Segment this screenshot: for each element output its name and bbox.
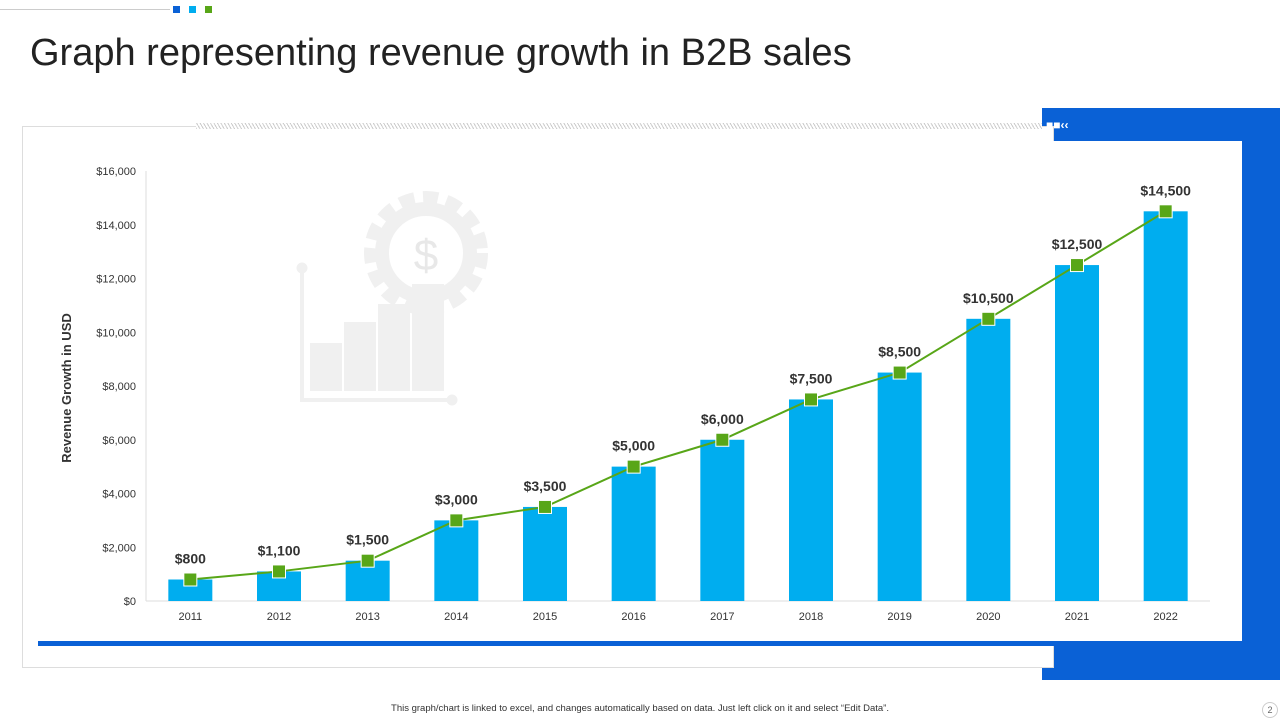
data-label: $8,500 <box>878 344 921 360</box>
y-tick-label: $0 <box>124 596 136 608</box>
data-label: $3,500 <box>524 478 567 494</box>
x-tick-label: 2012 <box>267 611 291 623</box>
y-tick-label: $10,000 <box>96 327 136 339</box>
x-tick-label: 2011 <box>179 611 203 623</box>
line-marker <box>183 572 198 587</box>
x-tick-label: 2015 <box>533 611 557 623</box>
trend-line <box>190 210 1167 581</box>
page-title: Graph representing revenue growth in B2B… <box>30 32 852 74</box>
line-marker <box>449 513 464 528</box>
bar <box>700 439 745 601</box>
watermark-icon: $ <box>296 191 488 406</box>
data-label: $800 <box>175 551 206 567</box>
data-label: $5,000 <box>612 438 655 454</box>
page-number: 2 <box>1262 702 1278 718</box>
bar <box>168 579 213 601</box>
bar <box>1143 211 1188 601</box>
data-label: $1,500 <box>346 532 389 548</box>
bar <box>966 318 1011 601</box>
top-rule <box>0 9 170 10</box>
bar <box>789 399 833 601</box>
x-tick-label: 2020 <box>976 611 1000 623</box>
line-marker <box>272 564 286 579</box>
line-marker <box>360 553 375 568</box>
x-tick-label: 2021 <box>1065 611 1089 623</box>
data-label: $7,500 <box>790 370 833 386</box>
line-marker <box>626 459 641 474</box>
deco-square-green <box>205 6 212 13</box>
bar <box>434 520 479 601</box>
chevron-deco: ■■‹‹ <box>1046 118 1069 132</box>
bar <box>877 372 922 601</box>
x-tick-label: 2014 <box>444 611 468 623</box>
deco-square-blue <box>173 6 180 13</box>
bar <box>611 466 656 601</box>
bar <box>1055 265 1099 601</box>
x-tick-label: 2022 <box>1153 611 1177 623</box>
y-tick-label: $2,000 <box>102 542 136 554</box>
line-marker <box>981 311 996 326</box>
line-marker <box>892 365 907 380</box>
svg-text:$: $ <box>414 231 438 280</box>
data-label: $3,000 <box>435 491 478 507</box>
y-tick-label: $12,000 <box>96 274 136 286</box>
data-label: $1,100 <box>258 542 301 558</box>
data-label: $6,000 <box>701 411 744 427</box>
y-tick-label: $14,000 <box>96 220 136 232</box>
x-tick-label: 2018 <box>799 611 823 623</box>
y-tick-label: $16,000 <box>96 166 136 178</box>
deco-square-cyan <box>189 6 196 13</box>
y-axis-label: Revenue Growth in USD <box>59 313 74 463</box>
y-tick-label: $8,000 <box>102 381 136 393</box>
bar <box>523 506 567 601</box>
hatched-bar <box>196 123 1042 129</box>
chart-bottom-bar <box>38 641 1242 646</box>
x-tick-label: 2017 <box>710 611 734 623</box>
x-tick-label: 2019 <box>887 611 911 623</box>
data-label: $14,500 <box>1140 182 1191 198</box>
line-marker <box>1070 258 1084 273</box>
y-tick-label: $4,000 <box>102 489 136 501</box>
footer-note: This graph/chart is linked to excel, and… <box>391 703 889 714</box>
data-label: $12,500 <box>1052 236 1103 252</box>
line-marker <box>804 392 818 407</box>
x-tick-label: 2013 <box>355 611 379 623</box>
line-marker <box>715 432 730 447</box>
y-tick-label: $6,000 <box>102 435 136 447</box>
line-marker <box>1158 204 1173 219</box>
data-label: $10,500 <box>963 290 1014 306</box>
line-marker <box>538 499 552 514</box>
x-tick-label: 2016 <box>621 611 645 623</box>
